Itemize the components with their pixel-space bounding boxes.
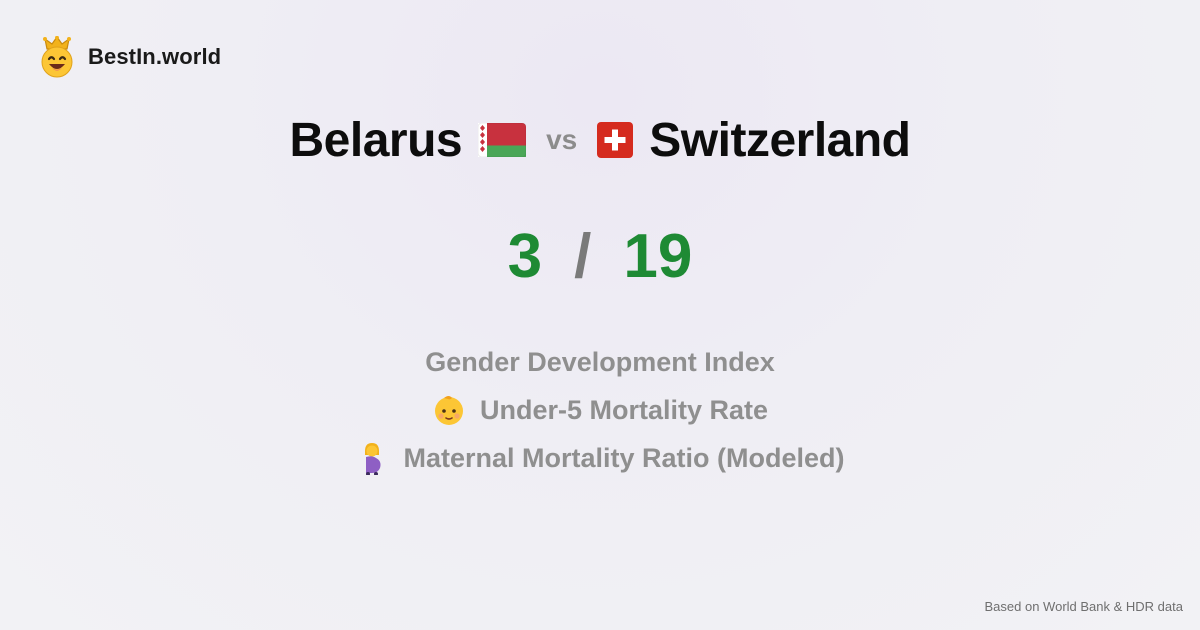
country-b-name: Switzerland (649, 113, 911, 167)
baby-icon (434, 396, 463, 425)
comparison-title: Belarus vs Switzerland (0, 108, 1200, 172)
brand[interactable]: BestIn.world (38, 36, 221, 78)
pregnant-woman-icon (365, 443, 381, 475)
score-b: 19 (623, 221, 693, 291)
metric-gender-development-index[interactable]: Gender Development Index (425, 338, 775, 386)
data-source-note: Based on World Bank & HDR data (984, 599, 1183, 614)
switzerland-flag-icon (597, 122, 634, 158)
metric-under-5-mortality-rate[interactable]: Under-5 Mortality Rate (432, 386, 768, 434)
score: 3 / 19 (0, 216, 1200, 296)
country-a-name: Belarus (289, 113, 463, 167)
score-a: 3 (507, 221, 543, 291)
brand-name: BestIn.world (88, 44, 222, 69)
vs-label: vs (546, 124, 578, 155)
score-separator: / (574, 221, 592, 291)
metric-maternal-mortality-ratio[interactable]: Maternal Mortality Ratio (Modeled) (355, 434, 845, 482)
metric-label: Gender Development Index (425, 346, 775, 377)
metric-label: Under-5 Mortality Rate (479, 394, 769, 425)
metric-label: Maternal Mortality Ratio (Modeled) (403, 442, 845, 473)
crowned-smiley-icon (41, 36, 73, 78)
belarus-flag-icon (478, 123, 527, 157)
metric-list: Gender Development Index Under-5 Mortali… (0, 338, 1200, 482)
